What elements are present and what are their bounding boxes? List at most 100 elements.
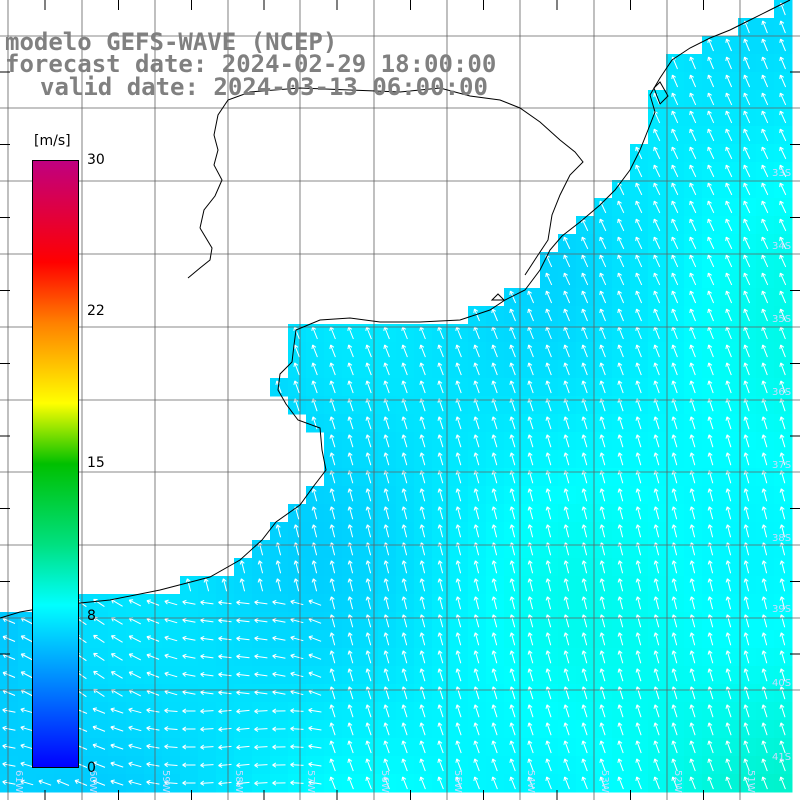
wind-arrow: [401, 596, 408, 610]
wind-arrow: [164, 726, 178, 732]
wind-arrow: [671, 146, 679, 160]
wind-arrow: [671, 128, 679, 142]
wind-arrow: [617, 776, 624, 790]
wind-arrow: [200, 653, 214, 660]
wind-arrow: [707, 146, 715, 160]
wind-arrow: [290, 780, 304, 786]
wind-arrow: [743, 272, 751, 286]
wind-arrow: [743, 578, 750, 592]
wind-arrow: [671, 236, 679, 250]
wind-arrow: [419, 380, 426, 394]
wind-arrow: [38, 779, 52, 786]
wind-arrow: [689, 272, 697, 286]
wind-arrow: [617, 290, 625, 304]
wind-arrow: [545, 434, 552, 448]
wind-arrow: [761, 506, 768, 520]
wind-arrow: [254, 690, 268, 696]
wind-arrow: [725, 290, 733, 304]
wind-arrow: [599, 704, 606, 718]
wind-arrow: [239, 578, 246, 592]
wind-arrow: [437, 596, 444, 610]
wind-arrow: [743, 362, 750, 376]
wind-arrow: [779, 74, 787, 88]
wind-arrow: [653, 308, 660, 322]
wind-arrow: [689, 524, 696, 538]
wind-arrow: [635, 596, 642, 610]
wind-arrow: [290, 708, 304, 714]
wind-arrow: [743, 434, 750, 448]
wind-arrow: [707, 524, 714, 538]
wind-arrow: [293, 380, 300, 394]
wind-arrow: [761, 452, 768, 466]
wind-arrow: [599, 650, 606, 664]
wind-arrow: [93, 652, 105, 662]
wind-arrow: [581, 416, 588, 430]
wind-arrow: [527, 722, 534, 736]
lat-label: 37S: [772, 460, 791, 471]
wind-arrow: [743, 776, 750, 790]
wind-arrow: [761, 668, 768, 682]
wind-arrow: [545, 668, 552, 682]
lon-label: 57W: [305, 770, 316, 793]
wind-arrow: [218, 618, 232, 624]
wind-arrow: [617, 434, 624, 448]
wind-arrow: [347, 506, 354, 520]
wind-arrow: [563, 650, 570, 664]
wind-arrow: [221, 578, 228, 592]
wind-arrow: [527, 434, 534, 448]
wind-arrow: [581, 236, 589, 250]
wind-arrow: [473, 722, 480, 736]
wind-arrow: [563, 722, 570, 736]
wind-arrow: [671, 758, 678, 772]
wind-arrow: [365, 434, 372, 448]
wind-arrow: [20, 635, 34, 643]
wind-arrow: [653, 254, 661, 268]
wind-arrow: [272, 762, 286, 768]
wind-arrow: [761, 200, 769, 214]
wind-arrow: [599, 578, 606, 592]
wind-arrow: [635, 380, 642, 394]
lat-label: 36S: [772, 387, 791, 398]
wind-arrow: [365, 416, 372, 430]
colorbar-tick-22: 22: [87, 303, 105, 319]
wind-arrow: [707, 632, 714, 646]
wind-arrow: [329, 632, 336, 646]
wind-arrow: [707, 578, 714, 592]
wind-arrow: [653, 758, 660, 772]
wind-arrow: [437, 560, 444, 574]
wind-arrow: [779, 488, 786, 502]
wind-arrow: [761, 740, 768, 754]
wind-arrow: [581, 362, 588, 376]
wind-arrow: [473, 524, 480, 538]
wind-arrow: [347, 722, 354, 736]
wind-arrow: [617, 200, 625, 214]
wind-arrow: [779, 38, 786, 52]
wind-arrow: [383, 524, 390, 538]
wind-arrow: [182, 708, 196, 714]
wind-arrow: [653, 560, 660, 574]
wind-arrow: [599, 452, 606, 466]
wind-arrow: [308, 707, 322, 713]
wind-arrow: [725, 524, 732, 538]
wind-arrow: [347, 452, 354, 466]
wind-arrow: [509, 524, 516, 538]
wind-arrow: [689, 488, 696, 502]
wind-arrow: [725, 362, 732, 376]
wind-arrow: [545, 596, 552, 610]
wind-arrow: [599, 506, 606, 520]
wind-arrow: [653, 578, 660, 592]
wind-arrow: [491, 380, 498, 394]
wind-arrow: [725, 74, 733, 88]
wind-arrow: [383, 578, 390, 592]
wind-arrow: [599, 776, 606, 790]
wind-arrow: [254, 708, 268, 714]
wind-arrow: [110, 779, 124, 786]
wind-arrow: [272, 653, 286, 659]
wind-arrow: [761, 290, 769, 304]
wind-arrow: [779, 758, 786, 772]
wind-arrow: [635, 182, 643, 196]
wind-arrow: [635, 434, 642, 448]
wind-arrow: [290, 744, 304, 750]
wind-arrow: [437, 758, 444, 772]
wind-arrow: [419, 776, 426, 790]
